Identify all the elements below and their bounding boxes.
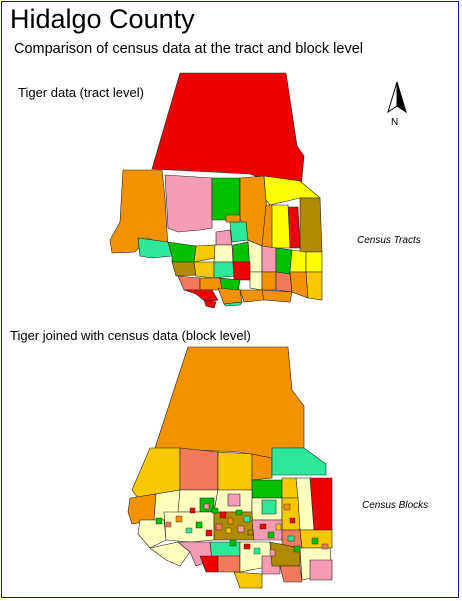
tract-map-label: Tiger data (tract level) bbox=[18, 85, 144, 100]
block-legend-label: Census Blocks bbox=[362, 500, 429, 511]
block-map-label: Tiger joined with census data (block lev… bbox=[10, 328, 251, 343]
tract-mint-w bbox=[137, 237, 173, 259]
block-salmon bbox=[179, 447, 219, 491]
north-letter: N bbox=[391, 117, 399, 128]
block-orange-c bbox=[251, 453, 273, 481]
block-north bbox=[154, 346, 305, 459]
tract-legend-label: Census Tracts bbox=[357, 235, 421, 246]
page-subtitle: Comparison of census data at the tract a… bbox=[14, 41, 363, 57]
block-yellow-nw bbox=[131, 447, 181, 499]
north-arrow-icon bbox=[387, 81, 407, 114]
block-mint-ne bbox=[271, 447, 327, 476]
block-gold bbox=[217, 451, 253, 491]
page-title: Hidalgo County bbox=[10, 4, 195, 34]
